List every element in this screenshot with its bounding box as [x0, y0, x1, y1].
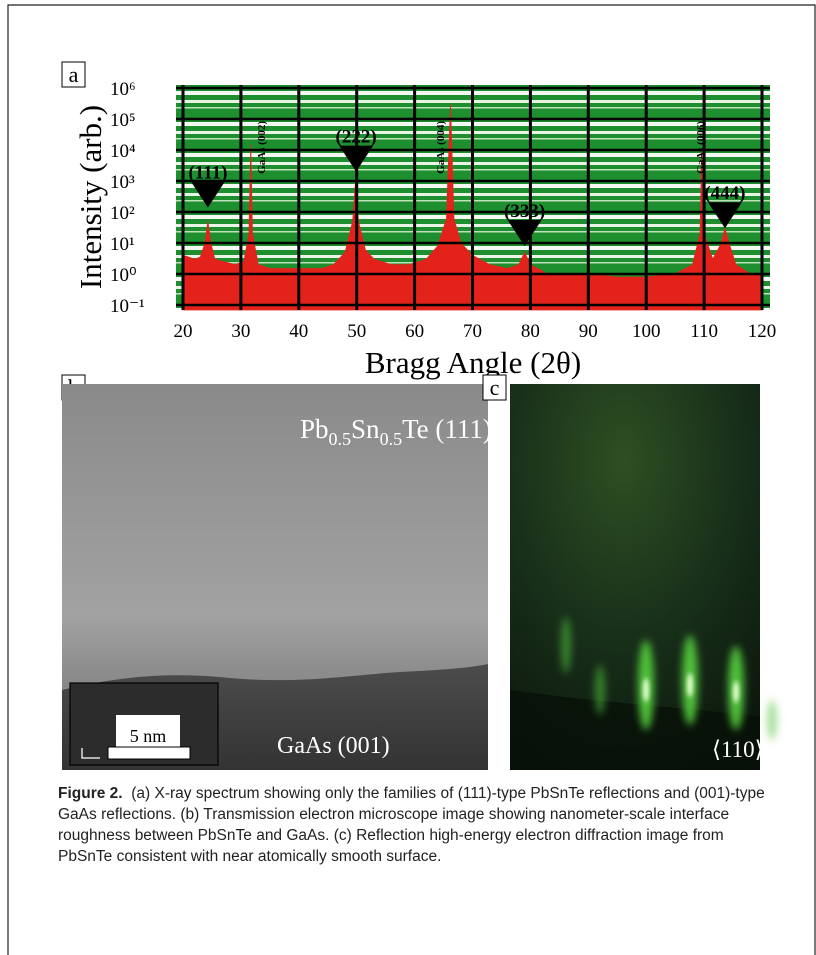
- x-tick-label: 60: [405, 321, 424, 342]
- peak-marker: [339, 145, 374, 172]
- panel-label: a: [69, 62, 79, 87]
- y-tick-label: 10⁻¹: [110, 296, 145, 317]
- x-tick-label: 80: [521, 321, 540, 342]
- peak-marker: [707, 202, 742, 229]
- y-tick-label: 10⁵: [110, 110, 136, 131]
- tem-image: [62, 384, 488, 770]
- x-tick-label: 100: [632, 321, 661, 342]
- y-tick-label: 10¹: [110, 234, 135, 255]
- text: Sn: [351, 414, 380, 444]
- plot-area: [176, 85, 770, 311]
- x-tick-label: 70: [463, 321, 482, 342]
- y-tick-label: 10⁴: [110, 141, 136, 162]
- frame: [7, 4, 816, 955]
- caption-text: (a) X-ray spectrum showing only the fami…: [58, 785, 765, 865]
- substrate-peak-label: GaAs (004): [435, 121, 447, 174]
- rheed-image: [510, 384, 777, 770]
- peak-marker: [507, 220, 542, 247]
- text: 0.5: [329, 429, 352, 449]
- y-tick-label: 10²: [110, 203, 135, 224]
- panel-label-box: [61, 61, 86, 88]
- x-tick-label: 90: [579, 321, 598, 342]
- panel-label-box: [482, 374, 507, 401]
- text: 0.5: [380, 429, 403, 449]
- x-tick-label: 120: [748, 321, 777, 342]
- caption-label: Figure 2.: [58, 785, 123, 802]
- peak-label: (444): [704, 183, 745, 204]
- peak-marker: [190, 181, 225, 208]
- x-axis-label: Bragg Angle (2θ): [365, 345, 581, 380]
- scale-bar-label: 5 nm: [130, 726, 167, 746]
- x-tick-label: 50: [347, 321, 366, 342]
- x-tick-label: 40: [289, 321, 308, 342]
- peak-label: (222): [336, 127, 377, 148]
- y-tick-label: 10⁰: [110, 265, 137, 286]
- panel-label: c: [490, 375, 500, 400]
- x-tick-label: 110: [690, 321, 718, 342]
- y-axis-label: Intensity (arb.): [73, 105, 108, 289]
- peak-label: (111): [188, 162, 227, 183]
- phase-label: Pb0.5Sn0.5Te (111): [300, 414, 492, 449]
- substrate-label: GaAs (001): [277, 733, 390, 759]
- x-tick-label: 20: [174, 321, 193, 342]
- x-tick-label: 30: [231, 321, 250, 342]
- y-tick-label: 10³: [110, 172, 135, 193]
- substrate-peak-label: GaAs (002): [256, 121, 268, 174]
- substrate-peak-label: GaAs (006): [695, 121, 707, 174]
- peak-label: (333): [504, 201, 545, 222]
- text: Te (111): [402, 414, 492, 444]
- y-tick-label: 10⁶: [110, 79, 136, 100]
- caption: Figure 2. (a) X-ray spectrum showing onl…: [58, 783, 770, 867]
- direction-label: ⟨110⟩: [712, 737, 764, 762]
- text: Pb: [300, 414, 329, 444]
